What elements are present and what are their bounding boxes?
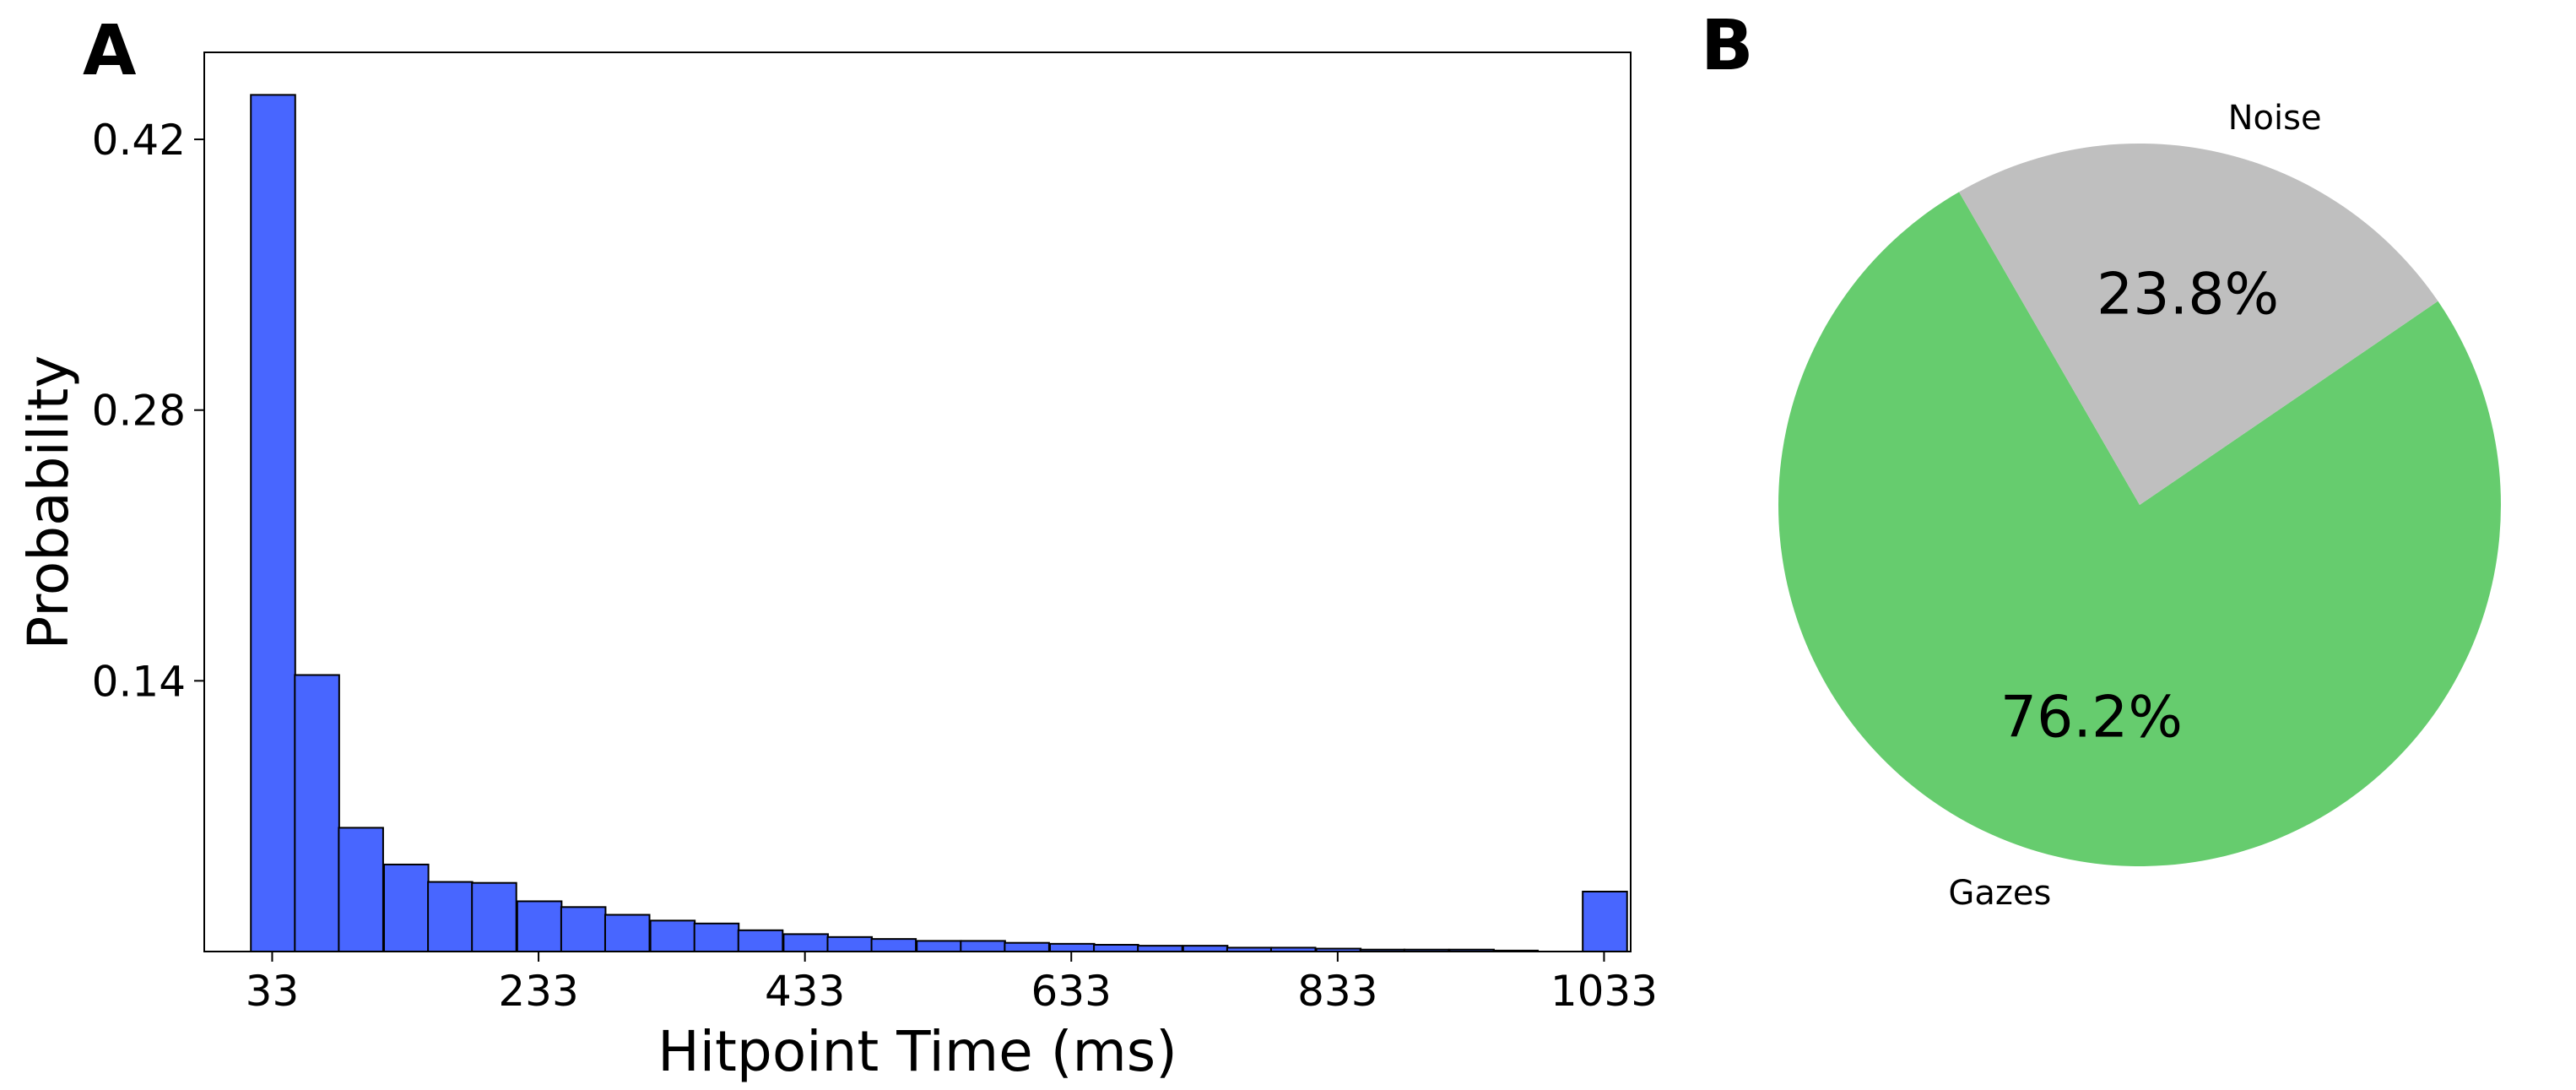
- histogram-panel: A 33 233 433 633 833 1033 0.14 0.28 0.42 Hitpoi…: [16, 11, 1658, 1084]
- histogram-bar: [1093, 943, 1139, 953]
- histogram-bar: [693, 922, 740, 952]
- x-axis-label: Hitpoint Time (ms): [658, 1019, 1177, 1084]
- x-tick-label: 633: [1031, 967, 1112, 1016]
- x-tick-label: 833: [1297, 967, 1377, 1016]
- plot-frame: [203, 52, 1632, 952]
- x-tick-label: 1033: [1550, 967, 1658, 1016]
- y-tick-label: 0.42: [92, 116, 186, 165]
- x-tick-label: 233: [498, 967, 578, 1016]
- histogram-bar: [1049, 942, 1096, 953]
- pie-label-noise: Noise: [2228, 99, 2322, 138]
- histogram-bar: [826, 935, 874, 953]
- histogram-bar: [1582, 891, 1628, 952]
- panel-letter-a: A: [83, 11, 137, 91]
- x-tick-label: 33: [246, 967, 300, 1016]
- histogram-bar: [916, 940, 962, 952]
- pie-label-gazes: Gazes: [1948, 874, 2051, 913]
- pie-slice-gazes: [1778, 192, 2502, 866]
- histogram-bar: [383, 863, 430, 952]
- histogram-bar: [560, 906, 607, 953]
- histogram-bar: [1137, 945, 1183, 952]
- histogram-bar: [870, 938, 917, 953]
- histogram-bar: [1004, 941, 1050, 953]
- histogram-bar: [338, 827, 384, 953]
- histogram-bar: [737, 929, 784, 952]
- histogram-bar: [603, 914, 651, 953]
- histogram-bar: [294, 674, 340, 953]
- histogram-bar: [649, 919, 696, 953]
- pie-panel: B Gazes 76.2% Noise 23.8%: [1701, 6, 2502, 913]
- x-tick-label: 433: [765, 967, 845, 1016]
- panel-letter-b: B: [1701, 6, 1754, 86]
- histogram-bar: [471, 881, 517, 953]
- pie-slice-noise: [1959, 143, 2438, 505]
- histogram-bars: [250, 94, 1628, 953]
- histogram-bar: [250, 94, 296, 953]
- histogram-bar: [960, 940, 1006, 952]
- y-tick-label: 0.14: [92, 657, 186, 706]
- y-axis-label: Probability: [16, 355, 81, 650]
- x-axis-ticks: 33 233 433 633 833 1033: [246, 952, 1658, 1016]
- pie-percent-gazes: 76.2%: [2000, 684, 2183, 751]
- y-axis-ticks: 0.14 0.28 0.42: [92, 116, 204, 706]
- histogram-bar: [782, 933, 829, 952]
- histogram-bar: [516, 900, 563, 953]
- histogram-bar: [1182, 945, 1229, 952]
- pie-percent-noise: 23.8%: [2097, 262, 2279, 328]
- y-tick-label: 0.28: [92, 387, 186, 436]
- pie-texts: Gazes 76.2% Noise 23.8%: [1948, 99, 2321, 913]
- histogram-bar: [427, 881, 474, 952]
- pie-slices: [1778, 143, 2502, 866]
